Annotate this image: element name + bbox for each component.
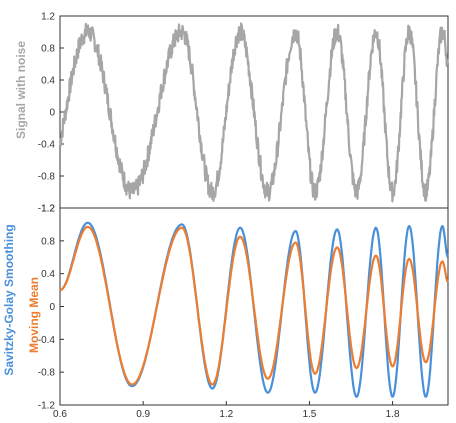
- bottom-panel: 1.20.80.40-0.4-0.8-1.20.6 0.9 1.2 1.5 1.8: [38, 204, 449, 420]
- y-tick-label: -0.4: [38, 140, 56, 151]
- y-tick-label: -0.4: [38, 335, 56, 346]
- y-tick-label: -1.2: [38, 204, 56, 215]
- x-tick-label: 0.6: [53, 409, 67, 420]
- x-tick-label: 1.5: [302, 409, 316, 420]
- y-tick-label: 0: [49, 302, 55, 313]
- moving-mean-series-line: [59, 225, 449, 386]
- y-tick-label: 0.4: [41, 269, 55, 280]
- y-tick-label: 1.2: [41, 12, 55, 23]
- y-tick-label: 0.4: [41, 76, 55, 87]
- y-tick-label: 1.2: [41, 204, 55, 215]
- series-label-savitzky-golay: Savitzky-Golay Smoothing: [2, 224, 16, 375]
- y-tick-label: -0.8: [38, 172, 56, 183]
- y-tick-label: 0: [49, 108, 55, 119]
- x-tick-label: 1.8: [386, 409, 400, 420]
- x-tick-label: 1.2: [219, 409, 233, 420]
- x-tick-label: 0.9: [136, 409, 150, 420]
- series-label-moving-mean: Moving Mean: [27, 277, 41, 353]
- y-tick-label: -0.8: [38, 368, 56, 379]
- y-tick-label: 0.8: [41, 44, 55, 55]
- signal-with-noise-series-line: [58, 22, 450, 203]
- y-tick-label: 0.8: [41, 236, 55, 247]
- y-tick-label: -1.2: [38, 401, 56, 412]
- top-panel: 1.2 0.8 0.4 0 -0.4 -0.8 -1.2: [38, 12, 450, 215]
- top-y-axis-label: Signal with noise: [14, 41, 28, 139]
